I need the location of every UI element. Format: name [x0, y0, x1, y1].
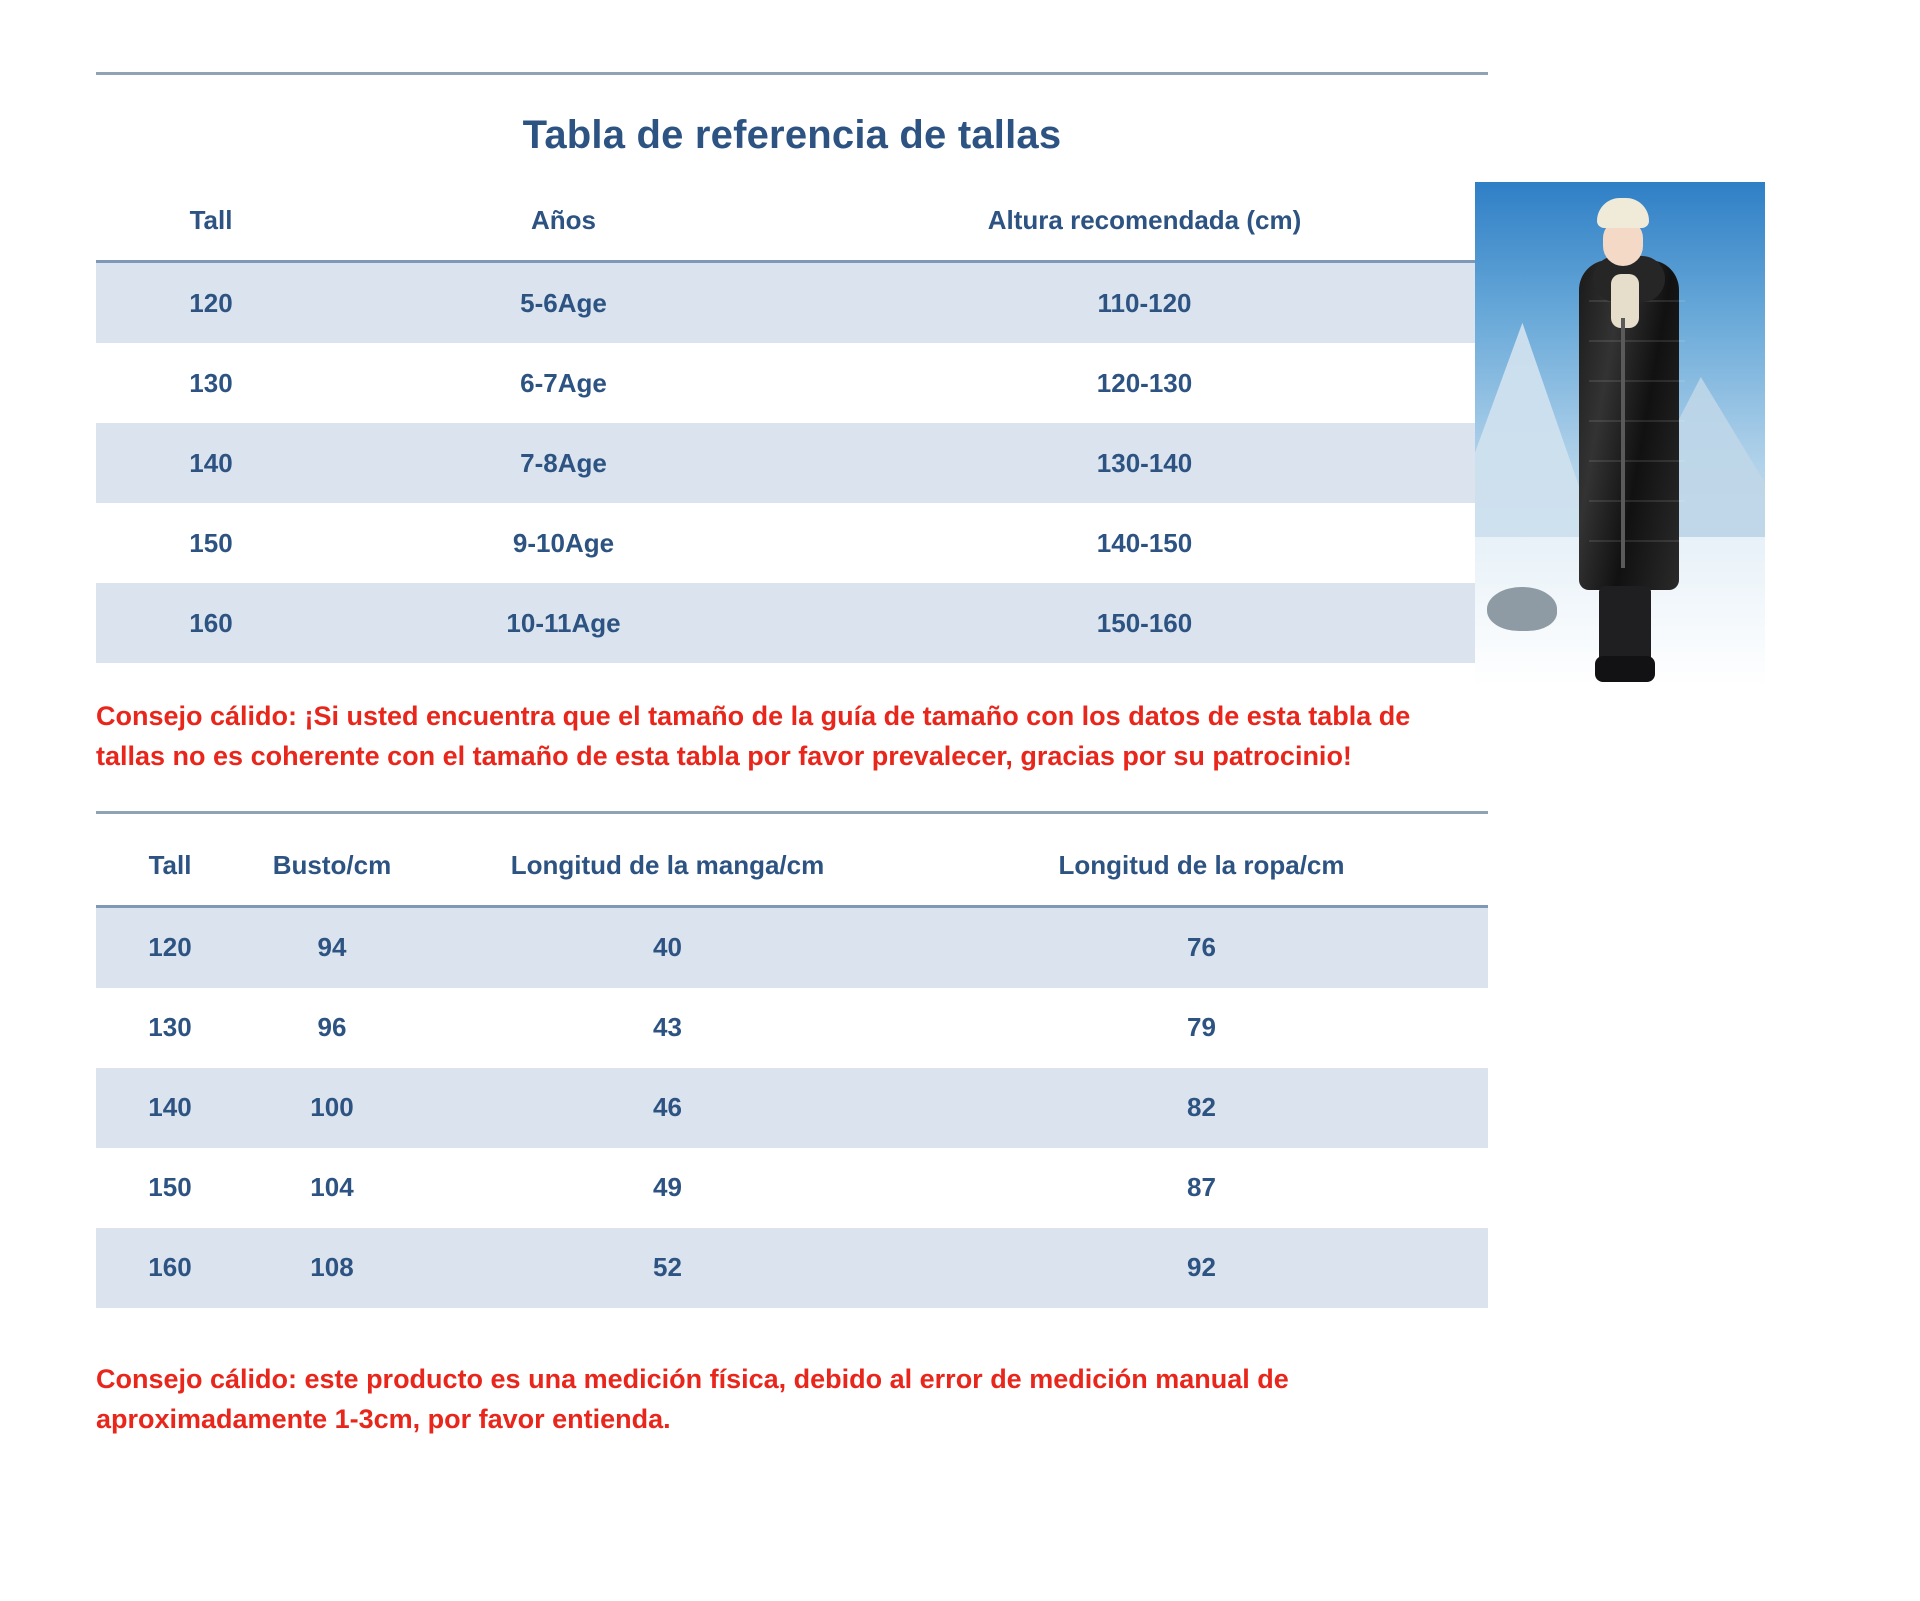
model-legs [1599, 586, 1651, 664]
table-row: 140 7-8Age 130-140 [96, 423, 1488, 503]
table-row: 150 104 49 87 [96, 1147, 1488, 1228]
model-scarf [1611, 274, 1639, 328]
column-header-busto: Busto/cm [244, 823, 420, 907]
cell-tall: 120 [96, 906, 244, 988]
cell-altura: 150-160 [801, 583, 1488, 663]
cell-ropa: 87 [915, 1147, 1488, 1228]
table-row: 160 108 52 92 [96, 1227, 1488, 1308]
table-row: 160 10-11Age 150-160 [96, 583, 1488, 663]
top-divider [96, 72, 1488, 75]
size-table-header: Tall Años Altura recomendada (cm) [96, 179, 1488, 262]
cell-anos: 7-8Age [326, 423, 801, 503]
cell-manga: 43 [420, 987, 915, 1068]
table-row: 120 94 40 76 [96, 906, 1488, 988]
cell-altura: 140-150 [801, 503, 1488, 583]
size-table-wrapper: Tall Años Altura recomendada (cm) 120 5-… [96, 179, 1488, 663]
cell-ropa: 92 [915, 1227, 1488, 1308]
photo-child-model [1571, 198, 1691, 687]
column-header-altura: Altura recomendada (cm) [801, 179, 1488, 262]
cell-tall: 160 [96, 1227, 244, 1308]
photo-rock [1487, 587, 1557, 631]
table-header-row: Tall Busto/cm Longitud de la manga/cm Lo… [96, 823, 1488, 907]
cell-busto: 104 [244, 1147, 420, 1228]
column-header-tall: Tall [96, 179, 326, 262]
column-header-tall: Tall [96, 823, 244, 907]
cell-tall: 130 [96, 987, 244, 1068]
cell-tall: 150 [96, 1147, 244, 1228]
cell-ropa: 82 [915, 1067, 1488, 1148]
cell-manga: 46 [420, 1067, 915, 1148]
cell-tall: 140 [96, 423, 326, 503]
cell-busto: 94 [244, 906, 420, 988]
size-table-body: 120 5-6Age 110-120 130 6-7Age 120-130 14… [96, 261, 1488, 663]
measure-table-header: Tall Busto/cm Longitud de la manga/cm Lo… [96, 823, 1488, 907]
cell-tall: 120 [96, 261, 326, 343]
cell-manga: 40 [420, 906, 915, 988]
cell-anos: 10-11Age [326, 583, 801, 663]
table-row: 150 9-10Age 140-150 [96, 503, 1488, 583]
cell-ropa: 76 [915, 906, 1488, 988]
product-photo [1475, 182, 1765, 687]
cell-anos: 9-10Age [326, 503, 801, 583]
cell-ropa: 79 [915, 987, 1488, 1068]
cell-manga: 52 [420, 1227, 915, 1308]
page-title: Tabla de referencia de tallas [522, 113, 1062, 157]
table-row: 130 6-7Age 120-130 [96, 343, 1488, 423]
cell-busto: 108 [244, 1227, 420, 1308]
table-row: 120 5-6Age 110-120 [96, 261, 1488, 343]
cell-busto: 100 [244, 1067, 420, 1148]
measure-table-wrapper: Tall Busto/cm Longitud de la manga/cm Lo… [96, 823, 1488, 1308]
cell-altura: 120-130 [801, 343, 1488, 423]
middle-divider [96, 810, 1488, 814]
model-knit-hat [1597, 198, 1649, 228]
column-header-anos: Años [326, 179, 801, 262]
cell-tall: 140 [96, 1067, 244, 1148]
content-column: Tabla de referencia de tallas Tall Años … [96, 0, 1488, 1467]
size-reference-table: Tall Años Altura recomendada (cm) 120 5-… [96, 179, 1488, 663]
measurement-table: Tall Busto/cm Longitud de la manga/cm Lo… [96, 823, 1488, 1308]
measure-table-body: 120 94 40 76 130 96 43 79 140 100 46 [96, 906, 1488, 1308]
cell-tall: 130 [96, 343, 326, 423]
table-row: 130 96 43 79 [96, 987, 1488, 1068]
warm-tip-note-one: Consejo cálido: ¡Si usted encuentra que … [96, 701, 1411, 771]
cell-anos: 5-6Age [326, 261, 801, 343]
cell-manga: 49 [420, 1147, 915, 1228]
cell-tall: 160 [96, 583, 326, 663]
cell-anos: 6-7Age [326, 343, 801, 423]
cell-tall: 150 [96, 503, 326, 583]
warm-tip-note-two: Consejo cálido: este producto es una med… [96, 1363, 1289, 1434]
column-header-ropa: Longitud de la ropa/cm [915, 823, 1488, 907]
column-header-manga: Longitud de la manga/cm [420, 823, 915, 907]
table-header-row: Tall Años Altura recomendada (cm) [96, 179, 1488, 262]
model-coat-zipper [1621, 318, 1625, 568]
cell-busto: 96 [244, 987, 420, 1068]
cell-altura: 130-140 [801, 423, 1488, 503]
cell-altura: 110-120 [801, 261, 1488, 343]
table-row: 140 100 46 82 [96, 1067, 1488, 1148]
model-boots [1595, 656, 1655, 682]
